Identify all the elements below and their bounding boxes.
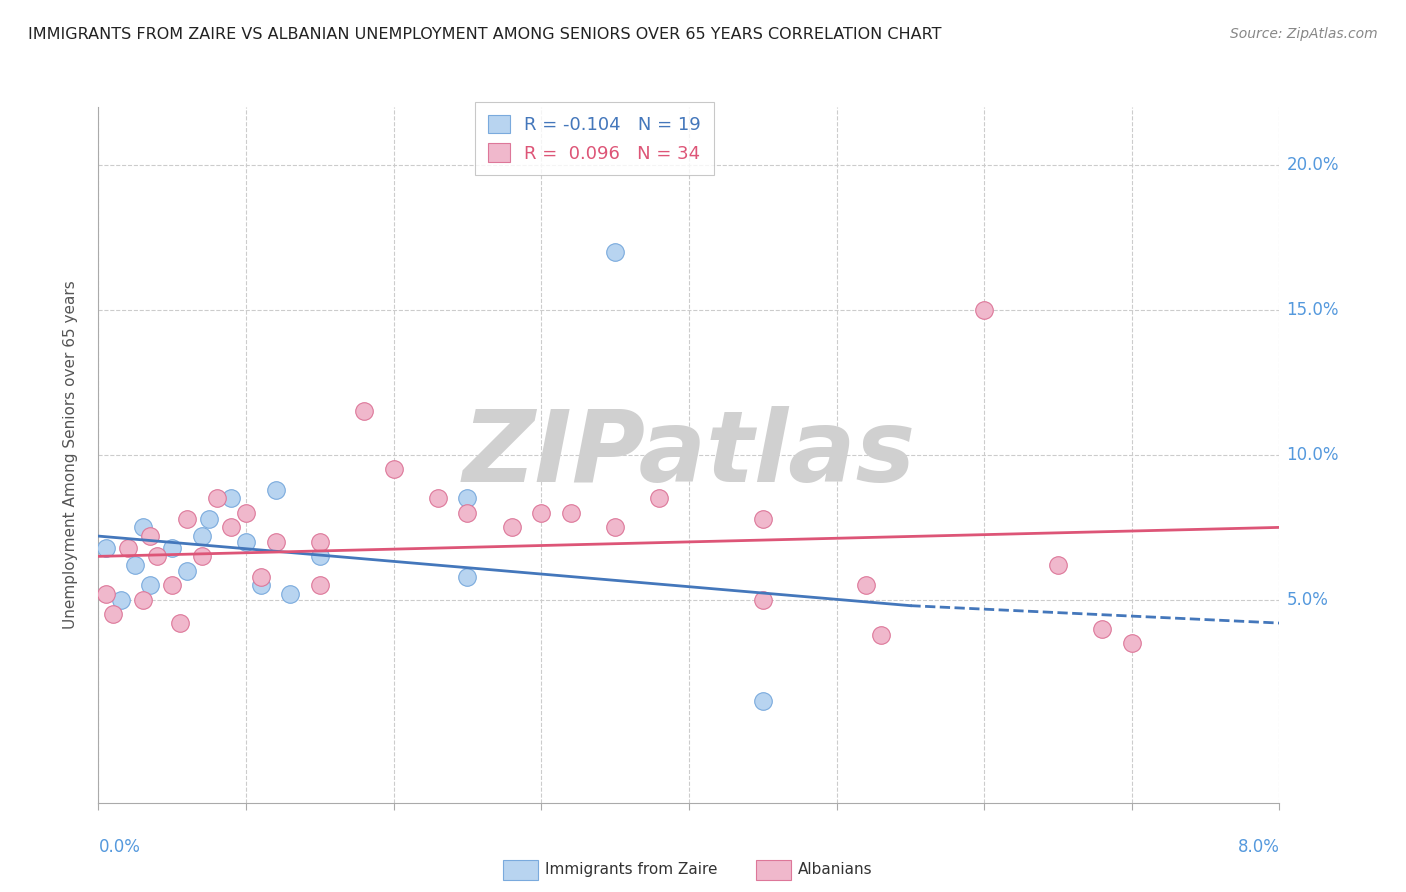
Text: 10.0%: 10.0% xyxy=(1286,446,1339,464)
Point xyxy=(250,578,273,592)
Point xyxy=(456,570,478,584)
Point xyxy=(162,541,183,555)
Point xyxy=(605,520,627,534)
Point xyxy=(219,491,242,506)
Point xyxy=(501,520,523,534)
Point xyxy=(250,570,273,584)
Point xyxy=(1091,622,1114,636)
Point xyxy=(162,578,183,592)
Point xyxy=(205,491,228,506)
Point xyxy=(103,607,125,622)
Point xyxy=(110,592,132,607)
Text: ZIPatlas: ZIPatlas xyxy=(463,407,915,503)
Point xyxy=(456,506,478,520)
Point xyxy=(139,578,162,592)
Text: 5.0%: 5.0% xyxy=(1286,591,1329,609)
Point xyxy=(146,549,169,564)
Point xyxy=(198,511,221,525)
Point xyxy=(190,549,214,564)
Point xyxy=(176,511,198,525)
Text: IMMIGRANTS FROM ZAIRE VS ALBANIAN UNEMPLOYMENT AMONG SENIORS OVER 65 YEARS CORRE: IMMIGRANTS FROM ZAIRE VS ALBANIAN UNEMPL… xyxy=(28,27,942,42)
Point xyxy=(456,491,478,506)
Point xyxy=(278,587,301,601)
Legend: R = -0.104   N = 19, R =  0.096   N = 34: R = -0.104 N = 19, R = 0.096 N = 34 xyxy=(475,103,713,175)
Point xyxy=(190,529,214,543)
Point xyxy=(855,578,877,592)
Point xyxy=(751,694,773,708)
Point xyxy=(124,558,146,573)
Point xyxy=(169,615,191,630)
Text: 15.0%: 15.0% xyxy=(1286,301,1339,319)
Point xyxy=(264,534,287,549)
Point xyxy=(139,529,162,543)
Point xyxy=(751,511,773,525)
Point xyxy=(353,404,375,418)
Text: Source: ZipAtlas.com: Source: ZipAtlas.com xyxy=(1230,27,1378,41)
Point xyxy=(426,491,449,506)
Point xyxy=(869,628,891,642)
Point xyxy=(1046,558,1069,573)
Point xyxy=(94,541,117,555)
Point xyxy=(648,491,671,506)
Point xyxy=(308,578,332,592)
Text: Albanians: Albanians xyxy=(799,863,873,877)
Point xyxy=(560,506,582,520)
Point xyxy=(235,506,257,520)
Point xyxy=(530,506,553,520)
Point xyxy=(94,587,117,601)
Point xyxy=(382,462,405,476)
Text: 8.0%: 8.0% xyxy=(1237,838,1279,856)
Point xyxy=(308,549,332,564)
Point xyxy=(264,483,287,497)
Text: 20.0%: 20.0% xyxy=(1286,156,1339,174)
Point xyxy=(605,244,627,259)
Point xyxy=(117,541,139,555)
Text: 0.0%: 0.0% xyxy=(98,838,141,856)
Point xyxy=(235,534,257,549)
Point xyxy=(973,303,995,318)
Point xyxy=(1121,636,1143,650)
Point xyxy=(751,592,773,607)
Point xyxy=(132,520,155,534)
Y-axis label: Unemployment Among Seniors over 65 years: Unemployment Among Seniors over 65 years xyxy=(63,281,77,629)
Point xyxy=(132,592,155,607)
Text: Immigrants from Zaire: Immigrants from Zaire xyxy=(546,863,717,877)
Point xyxy=(176,564,198,578)
Point xyxy=(308,534,332,549)
Point xyxy=(219,520,242,534)
